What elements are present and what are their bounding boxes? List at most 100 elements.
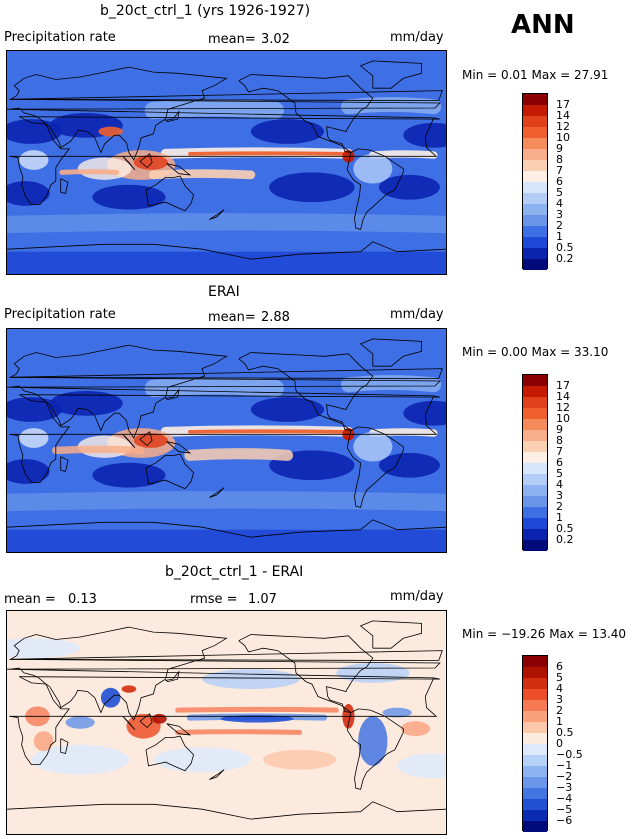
- dry-region: [92, 184, 166, 210]
- diff-mean-label: mean =: [4, 592, 56, 607]
- coastline: [122, 156, 136, 171]
- colorbar-tick-label: −5: [556, 802, 573, 816]
- diff-amazon-dry: [358, 716, 388, 766]
- coastline: [9, 90, 443, 101]
- colorbar-swatch: [523, 397, 547, 408]
- coastline: [7, 344, 441, 439]
- diff-negative-light: [7, 638, 81, 659]
- variable-label-obs: Precipitation rate: [4, 307, 116, 322]
- dry-region: [378, 174, 440, 200]
- colorbar-swatch: [523, 452, 547, 463]
- diff-indian-dry: [65, 716, 95, 729]
- coastline: [359, 60, 422, 89]
- coastline: [166, 723, 192, 736]
- storm-track: [7, 213, 446, 234]
- diff-india-dry: [100, 687, 121, 708]
- colorbar-tick-label: 8: [556, 152, 563, 166]
- warm-pool-core: [133, 155, 168, 170]
- colorbar-swatch: [523, 810, 547, 821]
- spcz: [148, 169, 256, 180]
- diff-atlantic-dry: [382, 707, 412, 718]
- coastline: [145, 453, 195, 490]
- colorbar-swatch: [523, 766, 547, 777]
- diff-spcz-wet: [175, 729, 303, 735]
- coastline: [346, 708, 404, 790]
- colorbar-swatch: [523, 474, 547, 485]
- colorbar-tick-label: 6: [556, 455, 563, 469]
- season-label: ANN: [511, 10, 575, 40]
- colorbar-swatch: [523, 733, 547, 744]
- colorbar-swatch: [523, 507, 547, 518]
- colorbar-tick-label: 7: [556, 163, 563, 177]
- colorbar-tick-label: 0.5: [556, 521, 574, 535]
- colorbar-model: [522, 93, 548, 270]
- coastline: [238, 74, 374, 153]
- diff-africa-wet: [33, 731, 54, 751]
- diff-negative-light: [263, 749, 337, 770]
- polar-dry: [7, 529, 446, 552]
- colorbar-tick-label: 5: [556, 466, 563, 480]
- coastline: [9, 394, 440, 483]
- colorbar-swatch: [523, 94, 547, 105]
- coastline: [7, 241, 446, 260]
- coastline: [209, 769, 225, 780]
- colorbar-tick-label: 0.2: [556, 251, 574, 265]
- colorbar-tick-label: −6: [556, 813, 573, 827]
- coastline: [139, 153, 153, 169]
- colorbar-tick-label: 10: [556, 411, 570, 425]
- units-label-diff: mm/day: [390, 589, 444, 604]
- colorbar-swatch: [523, 105, 547, 116]
- coastline: [165, 670, 180, 683]
- map-obs: [6, 328, 447, 553]
- colorbar-tick-label: 1: [556, 510, 563, 524]
- diff-mean-value: 0.13: [68, 592, 97, 607]
- colorbar-swatch: [523, 788, 547, 799]
- storm-track: [341, 97, 442, 115]
- colorbar-swatch: [523, 430, 547, 441]
- coastline: [122, 434, 136, 449]
- dry-region: [7, 181, 50, 206]
- colorbar-swatch: [523, 441, 547, 452]
- diff-equatorial-dry-core: [220, 715, 294, 723]
- colorbar-tick-label: 4: [556, 196, 563, 210]
- indian-band: [59, 169, 120, 175]
- itcz-core: [188, 151, 345, 156]
- amazon: [353, 153, 393, 184]
- rmse-label: rmse =: [190, 592, 238, 607]
- colorbar-tick-label: 0.5: [556, 725, 574, 739]
- colorbar-swatch: [523, 386, 547, 397]
- colorbar-tick-label: 17: [556, 97, 570, 111]
- coastline: [145, 175, 195, 212]
- colorbar-swatch: [523, 711, 547, 722]
- colorbar-swatch: [523, 160, 547, 171]
- coastline: [209, 209, 225, 220]
- panel-title-diff: b_20ct_ctrl_1 - ERAI: [165, 564, 304, 580]
- colorbar-swatch: [523, 485, 547, 496]
- coastline: [166, 163, 192, 176]
- colorbar-tick-label: 8: [556, 433, 563, 447]
- map-model: [6, 50, 447, 275]
- colorbar-tick-label: −0.5: [556, 747, 583, 761]
- storm-track: [144, 377, 284, 398]
- colorbar-tick-label: 12: [556, 119, 570, 133]
- colorbar-tick-label: 2: [556, 499, 563, 513]
- coastline: [346, 426, 404, 508]
- coastline: [60, 178, 69, 194]
- panel-title-obs: ERAI: [208, 284, 240, 300]
- colorbar-swatch: [523, 408, 547, 419]
- coastline: [165, 388, 180, 401]
- dry-region: [250, 119, 325, 144]
- indian-band: [52, 445, 145, 455]
- colorbar-swatch: [523, 375, 547, 386]
- diff-negative-light: [153, 747, 251, 773]
- coastline: [238, 634, 374, 713]
- storm-track: [341, 375, 442, 393]
- coastline: [145, 735, 195, 772]
- diff-maritime-wet: [126, 713, 161, 739]
- colorbar-swatch: [523, 138, 547, 149]
- colorbar-swatch: [523, 182, 547, 193]
- congo: [19, 150, 49, 170]
- dry-region: [403, 400, 446, 426]
- colorbar-swatch: [523, 777, 547, 788]
- coastline: [165, 110, 180, 123]
